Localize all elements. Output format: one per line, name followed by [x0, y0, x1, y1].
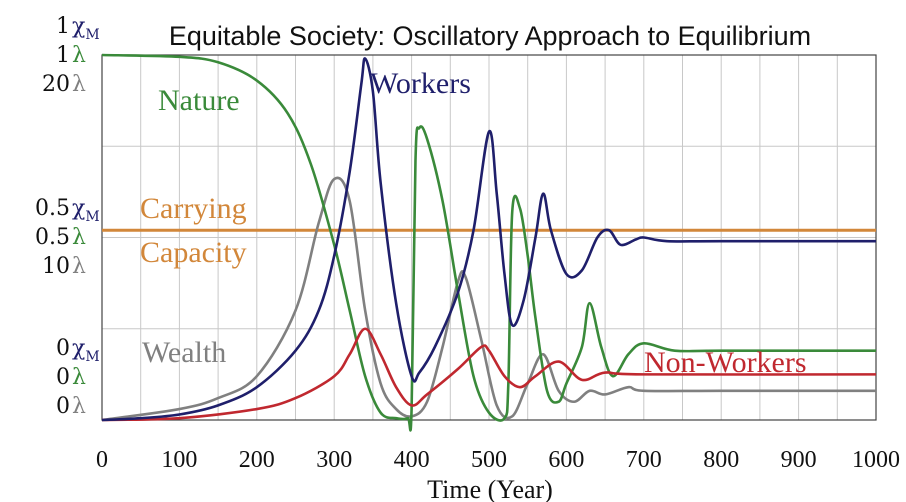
y-tick-symbol: λ: [72, 394, 86, 419]
series-label-non-workers: Non-Workers: [644, 346, 807, 379]
carrying-capacity-label: Carrying: [140, 192, 247, 225]
y-tick-symbol: λ: [72, 43, 86, 68]
series-lines: [101, 53, 877, 432]
series-labels: Workers Nature Wealth Non-Workers: [142, 67, 807, 379]
series-line-nature: [101, 53, 876, 432]
y-tick-symbol: χM: [72, 14, 100, 43]
x-tick-label: 700: [626, 447, 662, 473]
reference-lines: Carrying Capacity: [102, 192, 876, 269]
series-label-wealth: Wealth: [142, 336, 226, 369]
plot-frame: [101, 54, 877, 421]
x-axis-labels: 0 100 200 300 400 500 600 700 800 900 1000: [96, 447, 900, 473]
chart-title: Equitable Society: Oscillatory Approach …: [169, 21, 811, 51]
x-tick-label: 600: [548, 447, 584, 473]
y-tick-label: 0.5: [35, 196, 70, 221]
series-line-non-workers: [101, 327, 877, 422]
x-tick-label: 800: [703, 447, 739, 473]
y-tick-symbol: λ: [72, 225, 86, 250]
y-axis-labels: 1 χM1 λ20 λ0.5 χM0.5 λ10 λ0 χM0 λ0 λ: [35, 14, 100, 419]
x-tick-label: 1000: [852, 447, 900, 473]
y-tick-label: 1: [56, 14, 70, 39]
x-tick-label: 500: [471, 447, 507, 473]
series-line-wealth: [101, 176, 876, 422]
x-axis-title: Time (Year): [427, 475, 553, 502]
y-tick-symbol: λ: [72, 365, 86, 390]
y-tick-symbol: λ: [72, 254, 86, 279]
y-tick-label: 0: [56, 336, 70, 361]
y-tick-label: 0: [56, 365, 70, 390]
x-tick-label: 100: [161, 447, 197, 473]
x-tick-label: 400: [394, 447, 430, 473]
y-tick-symbol: χM: [72, 196, 100, 225]
y-tick-label: 0.5: [35, 225, 70, 250]
x-tick-label: 300: [316, 447, 352, 473]
y-tick-label: 1: [56, 43, 70, 68]
series-line-workers: [101, 57, 876, 422]
x-tick-label: 900: [781, 447, 817, 473]
y-tick-symbol: λ: [72, 72, 86, 97]
x-tick-label: 200: [239, 447, 275, 473]
series-label-workers: Workers: [370, 67, 471, 100]
y-tick-label: 0: [56, 394, 70, 419]
x-tick-label: 0: [96, 447, 108, 473]
y-tick-symbol: χM: [72, 336, 100, 365]
y-tick-label: 20: [42, 72, 70, 97]
y-tick-label: 10: [42, 254, 70, 279]
carrying-capacity-label: Capacity: [140, 236, 247, 269]
series-label-nature: Nature: [158, 84, 240, 117]
